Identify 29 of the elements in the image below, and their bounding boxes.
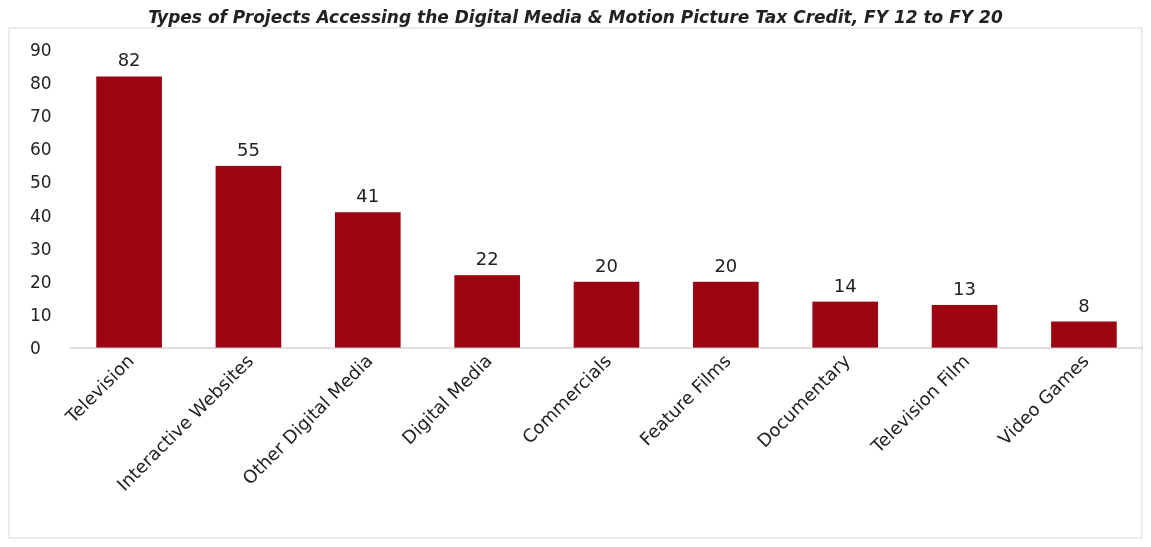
data-label: 20: [714, 254, 738, 276]
data-label: 41: [356, 185, 380, 207]
data-label: 82: [117, 49, 141, 71]
bar: [96, 76, 162, 348]
data-label: 20: [595, 254, 618, 276]
bar: [573, 281, 640, 348]
bar: [215, 165, 282, 348]
y-tick-label: 60: [30, 139, 52, 160]
bar: [931, 304, 998, 348]
y-tick-label: 0: [30, 337, 41, 358]
bar: [693, 281, 759, 348]
data-label: 8: [1078, 294, 1090, 316]
data-label: 22: [475, 248, 499, 270]
bar: [1051, 321, 1117, 348]
y-tick-label: 10: [30, 304, 52, 325]
data-label: 14: [833, 274, 857, 296]
chart-title: Types of Projects Accessing the Digital Media & Motion Picture Tax Credit, FY 12 to FY 20: [148, 7, 1003, 27]
y-tick-label: 70: [30, 106, 52, 127]
bar: [812, 301, 879, 348]
bar: [454, 275, 520, 348]
y-tick-label: 20: [30, 271, 52, 292]
y-tick-label: 90: [30, 39, 52, 60]
y-tick-label: 80: [30, 73, 52, 94]
y-tick-label: 50: [30, 172, 52, 193]
data-label: 13: [953, 277, 977, 299]
y-tick-label: 30: [30, 238, 52, 259]
bar: [334, 212, 401, 348]
data-label: 55: [236, 138, 260, 160]
y-tick-label: 40: [30, 205, 52, 226]
